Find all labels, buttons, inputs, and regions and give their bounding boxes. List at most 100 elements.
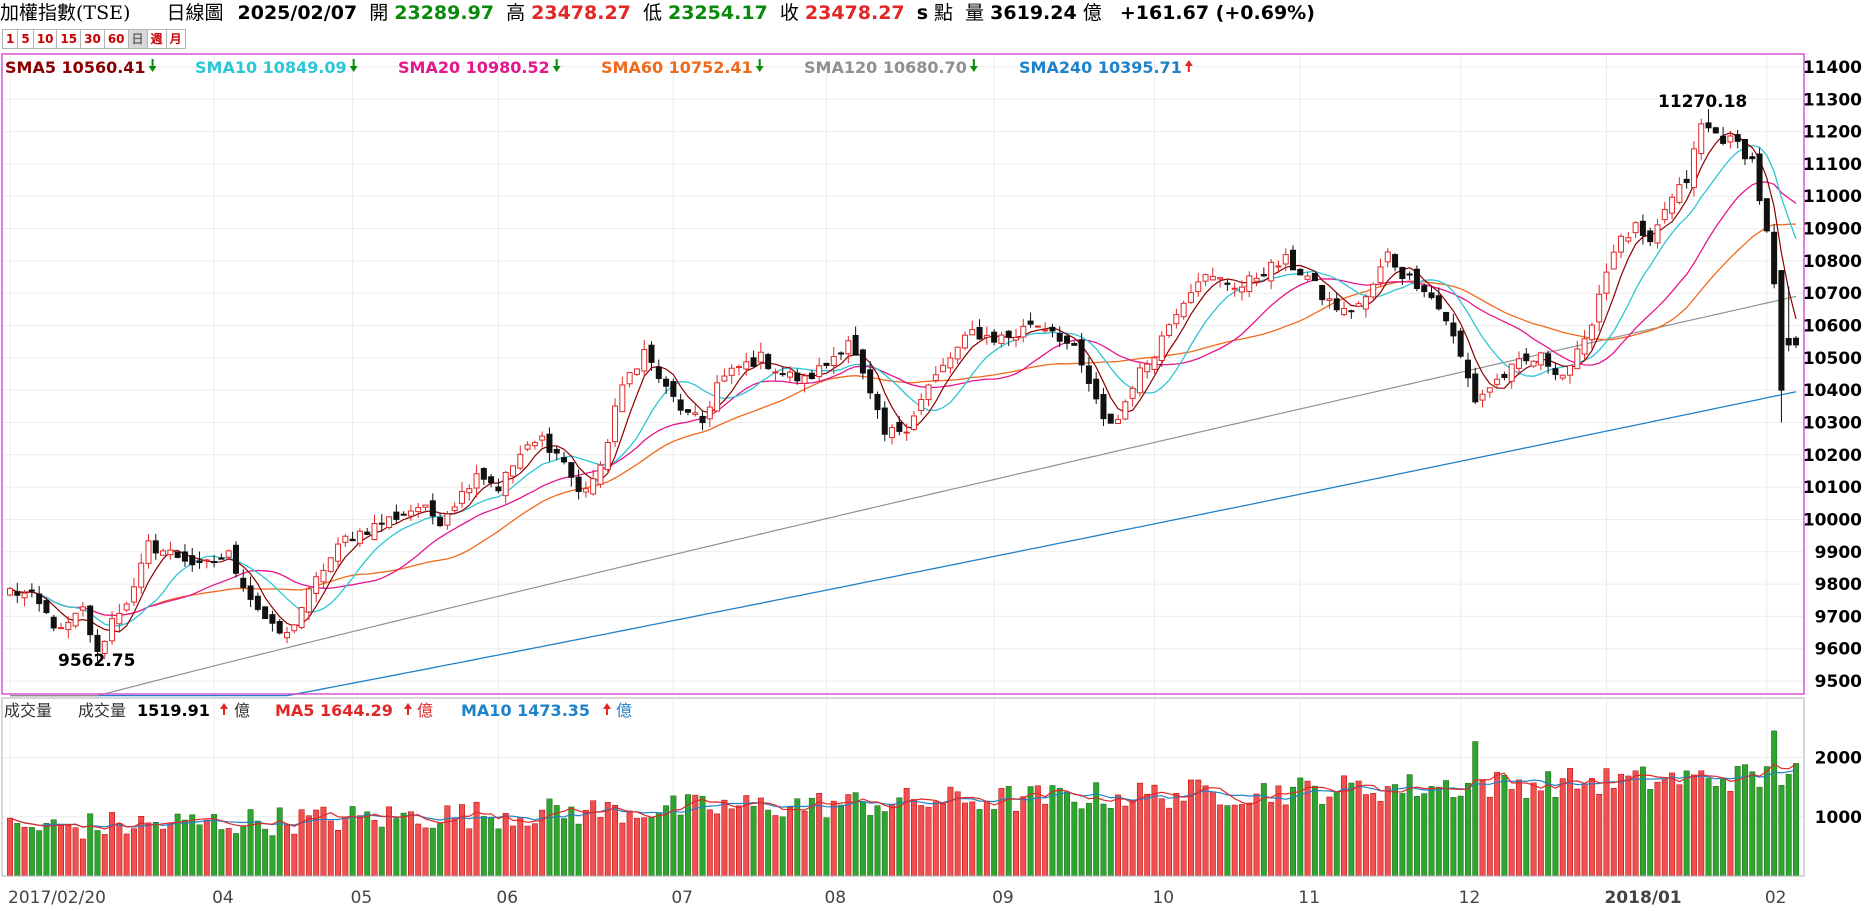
volume-bar	[1304, 780, 1311, 877]
candle-body	[189, 555, 196, 566]
volume-bar	[429, 827, 436, 877]
candle-body	[1362, 296, 1369, 310]
vol-ma10-legend: MA10 1473.35	[461, 701, 590, 720]
volume-bar	[1392, 784, 1399, 877]
candle-body	[218, 557, 225, 560]
candle-body	[961, 334, 968, 349]
tab-10min[interactable]: 10	[32, 29, 58, 49]
price-tick-label: 9900	[1815, 543, 1862, 563]
quote-date: 2025/02/07	[237, 2, 358, 24]
candle-body	[1180, 302, 1187, 318]
volume-bar	[495, 828, 502, 877]
volume-bar	[1056, 787, 1063, 877]
price-tick-label: 10300	[1803, 413, 1862, 433]
candle-body	[1705, 122, 1712, 129]
volume-bar	[451, 818, 458, 877]
volume-bar	[597, 817, 604, 877]
candle-body	[823, 362, 830, 366]
candle-body	[1158, 335, 1165, 361]
open-label: 開	[369, 2, 389, 24]
candle-body	[714, 382, 721, 412]
volume-bar	[1523, 797, 1530, 877]
candle-body	[1173, 314, 1180, 325]
candle-body	[1457, 330, 1464, 357]
tab-daily[interactable]: 日	[127, 29, 148, 49]
volume-bar	[721, 799, 728, 877]
volume-bar	[1727, 791, 1734, 877]
candle-body	[174, 551, 181, 558]
volume-bar	[1034, 785, 1041, 877]
volume-bar	[1078, 808, 1085, 877]
sma60-line	[9, 223, 1797, 616]
volume-bar	[422, 827, 429, 877]
volume-bar	[962, 802, 968, 877]
volume-bar	[1647, 789, 1654, 877]
candle-body	[684, 409, 691, 413]
candle-body	[553, 448, 560, 454]
candle-body	[830, 356, 837, 367]
legend-sma20: SMA20 10980.52	[398, 58, 550, 77]
date-tick-label: 2017/02/20	[8, 888, 106, 908]
candle-body	[1537, 352, 1544, 366]
volume-bar	[247, 809, 254, 877]
candle-body	[160, 550, 167, 556]
candle-body	[1421, 285, 1428, 293]
volume-bar	[1319, 803, 1326, 877]
price-tick-label: 11300	[1803, 90, 1862, 110]
volume-bar	[1020, 796, 1027, 877]
volume-bar	[1603, 768, 1610, 877]
candle-body	[940, 364, 947, 373]
volume-value: 3619.24	[990, 2, 1077, 24]
grid-lines	[2, 54, 1804, 876]
volume-bar	[626, 810, 633, 877]
candle-body	[291, 624, 298, 632]
volume-bar	[211, 814, 218, 877]
price-tick-label: 10000	[1803, 510, 1862, 530]
candle-body	[1231, 287, 1238, 290]
volume-bar	[1785, 773, 1792, 877]
legend-sma60: SMA60 10752.41	[601, 58, 753, 77]
volume-bar	[1333, 791, 1340, 877]
volume-bar	[305, 815, 312, 877]
candle-body	[1494, 378, 1501, 385]
candle-body	[1326, 298, 1333, 301]
candle-body	[1698, 123, 1705, 154]
candle-body	[1545, 353, 1552, 367]
price-tick-label: 10700	[1803, 284, 1862, 304]
volume-bar	[1457, 795, 1464, 877]
volume-bar	[561, 818, 567, 877]
up-arrow-icon	[1184, 60, 1193, 66]
tab-30min[interactable]: 30	[80, 29, 105, 49]
volume-bar	[400, 812, 407, 877]
candle-body	[1341, 307, 1348, 316]
s-label: s	[916, 2, 928, 24]
volume-bar	[765, 809, 772, 877]
candle-body	[473, 473, 480, 489]
candle-body	[1785, 337, 1792, 346]
tab-weekly[interactable]: 週	[146, 29, 167, 49]
candle-body	[1552, 368, 1559, 376]
price-tick-label: 9800	[1815, 575, 1862, 595]
candle-body	[692, 412, 699, 415]
candle-body	[320, 569, 327, 583]
candle-body	[932, 374, 939, 381]
candle-body	[575, 476, 582, 492]
candle-body	[407, 510, 414, 517]
volume-bar	[706, 809, 713, 877]
candle-body	[1588, 324, 1595, 341]
moving-average-lines	[9, 132, 1797, 697]
volume-bar	[87, 813, 94, 877]
tab-15min[interactable]: 15	[56, 29, 82, 49]
volume-bar	[43, 822, 50, 877]
volume-bar	[852, 792, 859, 877]
tab-monthly[interactable]: 月	[165, 29, 186, 49]
candle-body	[633, 368, 640, 375]
candle-body	[1202, 274, 1209, 282]
tab-60min[interactable]: 60	[103, 29, 129, 49]
up-arrow-icon	[606, 708, 608, 715]
candle-body	[604, 442, 611, 471]
date-tick-label: 08	[824, 888, 846, 908]
candle-body	[1486, 387, 1493, 393]
candle-body	[1311, 272, 1318, 282]
